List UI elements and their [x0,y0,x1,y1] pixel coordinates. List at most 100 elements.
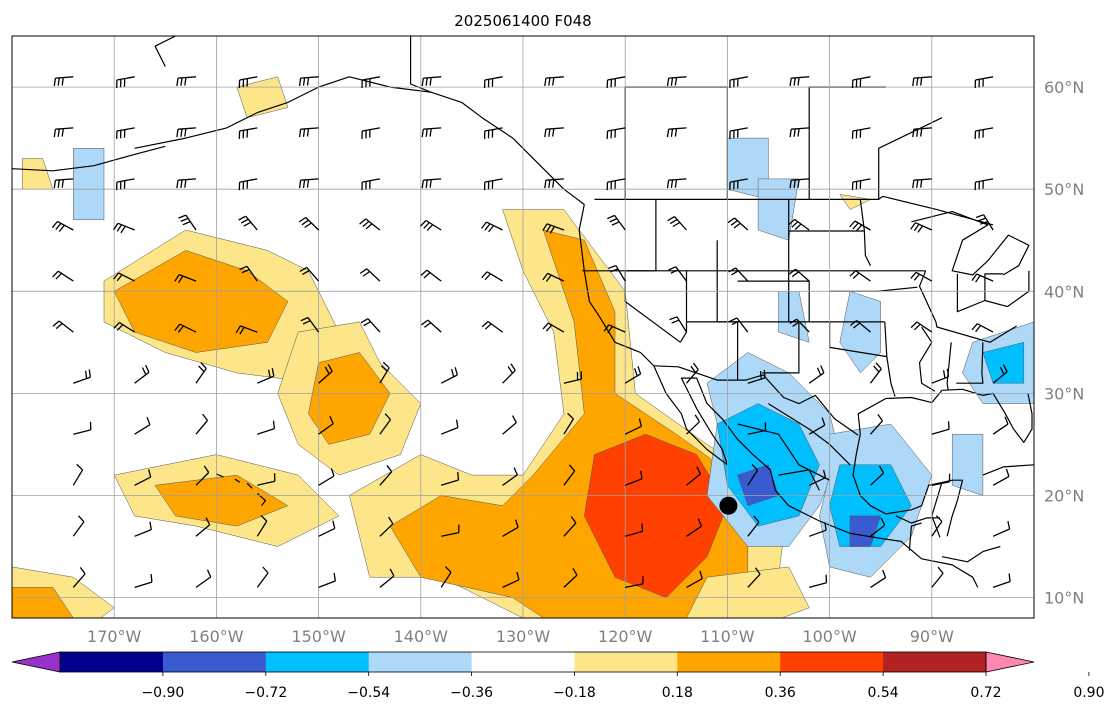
wind-barb-feather [789,129,792,138]
wind-barb-feather [791,221,799,228]
wind-barb [870,472,885,486]
wind-barb [870,524,886,537]
wind-barb-feather [58,224,65,232]
lon-tick-label: 150°W [291,627,346,646]
coastline-12 [410,36,432,93]
wind-barb-feather [877,414,884,422]
wind-barb [734,217,749,231]
coastline-39 [908,522,922,551]
wind-barb-feather [849,220,856,228]
wind-barb [116,178,135,183]
coastline-43 [246,482,253,489]
coastline-27 [884,321,896,397]
wind-barb [992,528,1010,537]
wind-barb-feather [360,318,369,324]
wind-barb-feather [670,179,674,188]
lon-tick-label: 140°W [394,627,449,646]
wind-barb-feather [920,179,923,188]
wind-barb-feather [78,515,85,523]
wind-barb-feather [552,128,555,137]
wind-barb-feather [609,218,618,223]
wind-barb-feather [57,77,60,86]
wind-barb-feather [302,179,306,188]
wind-barb-feather [61,77,64,86]
wind-barb [423,76,442,79]
wind-barb [563,378,582,384]
wind-barb-feather [545,274,552,282]
wind-barb-feather [146,416,151,425]
wind-barb [992,475,1010,486]
wind-barb [931,521,943,537]
coastline-7 [857,388,1033,443]
wind-barb [852,127,871,132]
wind-barb [73,376,91,384]
wind-barb-feather [200,362,207,369]
wind-barb-feather [177,275,184,284]
wind-barb-feather [544,129,547,138]
wind-barb-feather [568,464,576,472]
wind-barb-feather [382,361,390,369]
wind-barb [318,580,336,589]
wind-barb-feather [455,419,459,428]
wind-barb-feather [481,271,488,279]
wind-barb [318,370,333,384]
wind-barb-feather [849,319,858,327]
wind-barb-feather [238,215,247,221]
wind-barb-feather [1005,468,1010,477]
wind-barb-feather [666,180,670,189]
longitude-labels: 170°W 160°W 150°W 140°W 130°W 120°W 110°W 100°W… [87,627,954,646]
wind-barb-feather [699,570,703,579]
lat-tick-label: 20°N [1044,487,1084,506]
wind-barb [545,76,564,79]
wind-barb-feather [365,223,373,230]
wind-barb [441,531,459,537]
wind-barb [808,424,826,435]
colorbar-bin [471,652,575,672]
wind-barb-feather [674,77,678,86]
wind-barb-feather [267,369,271,378]
wind-barb-feather [332,520,336,529]
lon-tick-label: 90°W [910,627,954,646]
wind-barb-feather [239,265,248,271]
wind-barb [362,127,381,132]
wind-barb-feather [789,180,792,189]
wind-barb-feather [423,272,431,279]
wind-barb [441,479,459,486]
wind-barb [256,520,268,537]
wind-barb [795,268,810,282]
wind-barb-feather [329,416,334,424]
wind-barb [686,578,703,588]
wind-barb-feather [793,179,796,188]
wind-barb-feather [149,521,152,530]
coastline-24 [859,199,872,266]
wind-barb-feather [178,214,187,219]
wind-barb-feather [763,369,766,378]
wind-barb-feather [306,128,310,137]
wind-barb-feather [697,518,703,527]
wind-barb-feather [570,516,577,524]
wind-barb-feather [324,366,330,375]
wind-barb-feather [298,129,302,138]
coastline-28 [918,326,936,392]
coastline-1 [12,145,166,172]
wind-barb-feather [637,366,642,375]
wind-barb [256,572,269,588]
wind-barb-feather [112,222,119,231]
colorbar-tick-label: 0.18 [662,685,693,701]
coastline-42 [234,478,241,483]
wind-barb [747,521,760,537]
wind-barb-feather [793,128,796,137]
wind-barb [119,322,135,333]
wind-barb-feather [61,128,64,137]
colorbar-bin [60,652,164,672]
wind-barb [502,579,520,588]
wind-barb [668,76,687,79]
lon-tick-label: 110°W [700,627,755,646]
wind-barb-feather [53,78,57,87]
wind-barb-feather [572,567,578,576]
wind-barb [177,178,197,181]
wind-barb [869,368,882,384]
wind-barb [736,317,749,333]
wind-barb-feather [302,269,310,275]
wind-barb-feather [975,325,982,333]
